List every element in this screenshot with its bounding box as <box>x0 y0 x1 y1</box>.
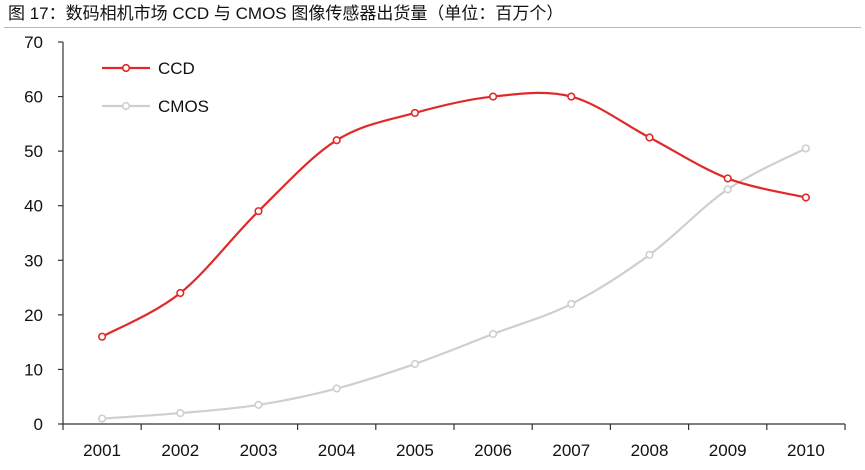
data-point-cmos <box>254 400 263 410</box>
series-line-ccd <box>101 91 807 338</box>
data-point-ccd <box>97 332 107 341</box>
data-point-ccd <box>410 108 420 118</box>
data-point-ccd <box>489 92 498 101</box>
y-tick-label: 40 <box>24 197 43 216</box>
y-tick-label: 70 <box>24 33 43 52</box>
data-point-cmos <box>489 329 498 339</box>
data-point-cmos <box>176 408 185 418</box>
x-tick-label: 2007 <box>552 441 590 460</box>
data-point-ccd <box>254 207 263 216</box>
figure-title: 图 17：数码相机市场 CCD 与 CMOS 图像传感器出货量（单位：百万个） <box>8 4 564 23</box>
data-point-ccd <box>645 133 654 142</box>
data-point-ccd <box>801 193 811 202</box>
legend-marker-ccd <box>121 63 131 73</box>
legend-label-ccd: CCD <box>158 59 195 78</box>
x-tick-label: 2009 <box>709 441 747 460</box>
x-tick-label: 2006 <box>474 441 512 460</box>
legend-marker-cmos <box>121 101 131 111</box>
data-point-cmos <box>801 144 811 153</box>
x-tick-label: 2001 <box>83 441 121 460</box>
series-line-cmos <box>101 147 807 420</box>
y-tick-label: 60 <box>24 88 43 107</box>
legend-label-cmos: CMOS <box>158 97 209 116</box>
x-tick-label: 2003 <box>240 441 278 460</box>
data-point-ccd <box>332 136 341 145</box>
data-point-cmos <box>410 359 420 369</box>
data-point-cmos <box>723 185 732 194</box>
y-tick-label: 0 <box>34 415 43 434</box>
y-tick-label: 20 <box>24 306 43 325</box>
title-divider <box>4 27 861 28</box>
y-tick-label: 50 <box>24 142 43 161</box>
x-tick-label: 2004 <box>318 441 356 460</box>
data-point-cmos <box>332 384 341 393</box>
data-point-ccd <box>176 288 185 298</box>
data-point-cmos <box>567 299 576 309</box>
x-tick-label: 2008 <box>631 441 669 460</box>
data-point-cmos <box>645 250 654 259</box>
x-tick-label: 2005 <box>396 441 434 460</box>
x-tick-label: 2002 <box>161 441 199 460</box>
y-tick-label: 30 <box>24 251 43 270</box>
data-point-ccd <box>723 174 732 183</box>
x-tick-label: 2010 <box>787 441 825 460</box>
y-tick-label: 10 <box>24 360 43 379</box>
data-point-ccd <box>567 92 576 101</box>
data-point-cmos <box>97 414 107 423</box>
